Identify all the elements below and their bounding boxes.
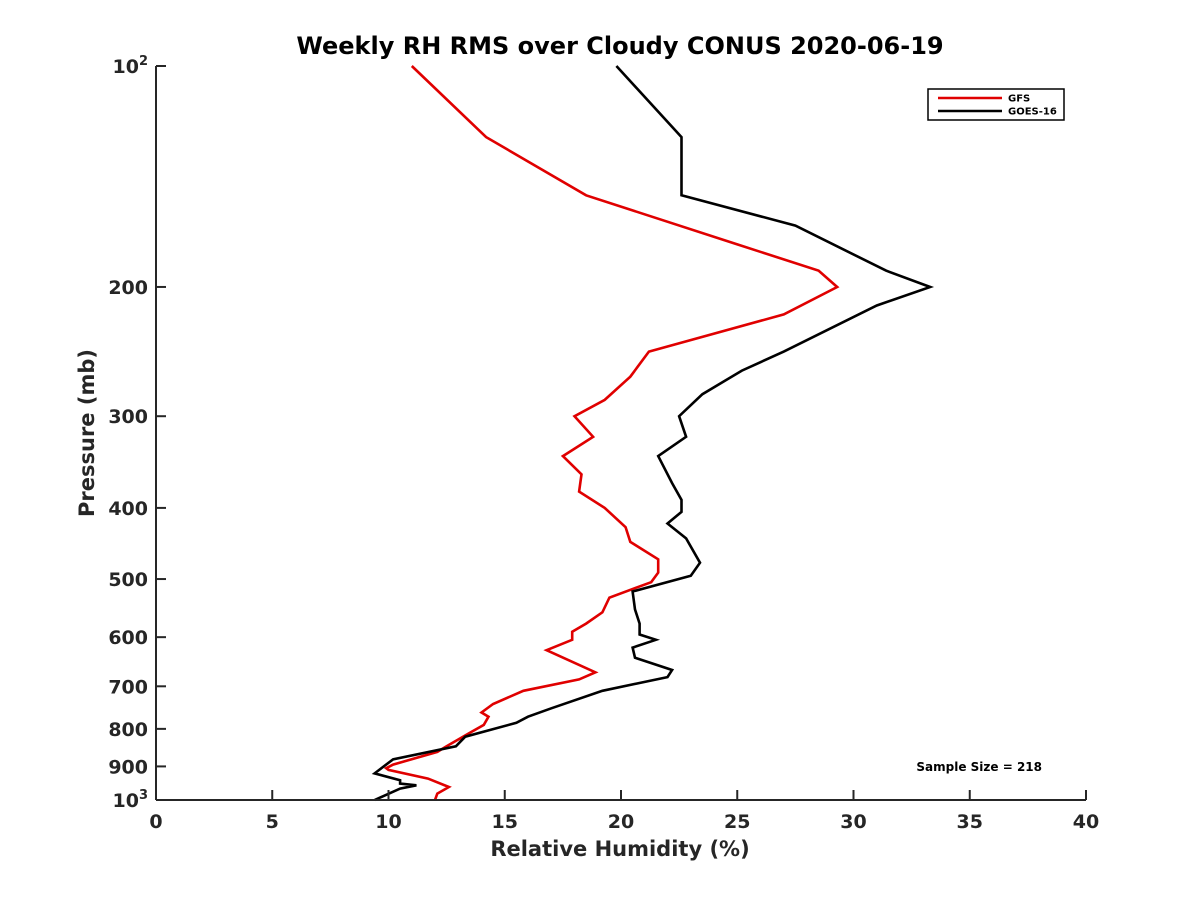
y-tick-label: 102	[113, 54, 149, 78]
axes: 0 5 10 15 20 25 30 35 40 102 200 300 400 500 600 700 800…	[108, 54, 1099, 833]
y-tick-label: 300	[108, 406, 148, 428]
x-tick-label: 30	[840, 811, 866, 833]
legend-label: GOES-16	[1008, 107, 1057, 118]
y-tick-label: 103	[113, 788, 149, 812]
y-tick-label: 400	[108, 498, 148, 520]
y-axis-label: Pressure (mb)	[75, 349, 99, 517]
y-tick-label: 700	[108, 676, 148, 698]
y-tick-label: 600	[108, 627, 148, 649]
x-tick-label: 25	[724, 811, 750, 833]
x-tick-label: 10	[375, 811, 401, 833]
chart-title: Weekly RH RMS over Cloudy CONUS 2020-06-…	[296, 32, 943, 60]
x-tick-label: 5	[266, 811, 279, 833]
y-tick-label: 500	[108, 569, 148, 591]
x-tick-label: 35	[957, 811, 983, 833]
series-line-goes-16	[371, 65, 935, 802]
x-tick-label: 15	[492, 811, 518, 833]
legend-box	[927, 88, 1065, 121]
y-tick-label: 200	[108, 277, 148, 299]
x-tick-label: 20	[608, 811, 634, 833]
x-axis-label: Relative Humidity (%)	[490, 837, 749, 861]
legend: GFS GOES-16	[927, 88, 1065, 121]
x-tick-label: 0	[149, 811, 162, 833]
x-tick-label: 40	[1073, 811, 1099, 833]
sample-size-annotation: Sample Size = 218	[916, 760, 1042, 774]
legend-label: GFS	[1008, 94, 1030, 105]
y-tick-label: 900	[108, 756, 148, 778]
plot-lines	[371, 65, 935, 802]
y-tick-label: 800	[108, 719, 148, 741]
